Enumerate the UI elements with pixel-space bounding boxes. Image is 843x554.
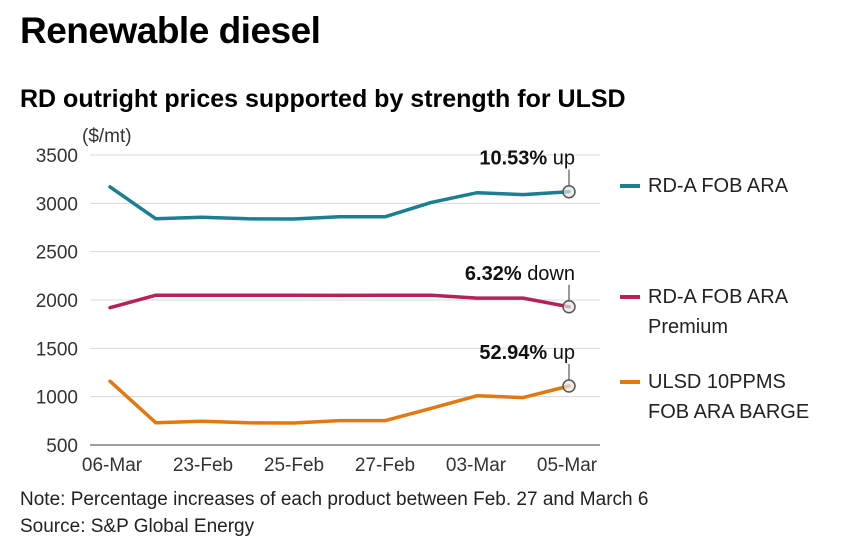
data-point — [476, 394, 479, 397]
legend-label: FOB ARA BARGE — [648, 401, 809, 423]
data-point — [476, 191, 479, 194]
series-line — [108, 379, 571, 425]
x-tick-label: 23-Feb — [173, 455, 233, 476]
data-point — [338, 215, 341, 218]
data-point — [430, 293, 433, 297]
y-tick-label: 1000 — [36, 388, 78, 409]
data-point — [108, 306, 112, 309]
y-axis-label: ($/mt) — [82, 126, 132, 147]
annotation-value: 52.94% — [479, 342, 547, 364]
legend-label: RD-A FOB ARA — [648, 286, 789, 308]
annotation-marker — [562, 379, 576, 393]
y-tick-label: 500 — [46, 436, 78, 457]
data-point — [292, 421, 295, 425]
data-point — [108, 185, 112, 189]
data-point — [430, 201, 433, 204]
data-point — [292, 293, 295, 297]
chart-subtitle: RD outright prices supported by strength… — [20, 85, 626, 113]
data-point — [154, 421, 158, 424]
legend: RD-A FOB ARA RD-A FOB ARA Premium ULSD 10PP… — [620, 175, 809, 423]
y-tick-label: 2000 — [36, 291, 78, 312]
annotation-direction: up — [553, 148, 575, 170]
series-line — [108, 293, 571, 310]
data-point — [200, 216, 203, 219]
annotation-marker — [562, 184, 576, 199]
data-point — [476, 296, 479, 300]
y-tick-label: 2500 — [36, 243, 78, 264]
y-tick-label: 3500 — [36, 146, 78, 167]
chart-notes: Note: Percentage increases of each produ… — [20, 486, 648, 540]
data-point — [521, 193, 525, 196]
annotation-label: 6.32% down — [465, 263, 575, 285]
data-point — [200, 293, 203, 297]
data-point — [200, 420, 203, 423]
grid-lines — [90, 154, 600, 446]
data-point — [384, 293, 387, 297]
data-point — [246, 217, 249, 220]
annotation-direction: up — [553, 342, 575, 364]
series-lines: 10.53% up 6.32% down 52.94% up — [108, 148, 576, 425]
data-point — [154, 217, 158, 220]
data-point — [384, 215, 387, 218]
data-point — [384, 419, 387, 422]
annotation-direction: down — [527, 263, 575, 285]
data-point — [521, 396, 525, 399]
annotation-value: 6.32% — [465, 263, 522, 285]
data-point — [246, 421, 249, 424]
data-point — [246, 293, 249, 297]
legend-label: ULSD 10PPMS — [648, 371, 786, 393]
data-point — [430, 407, 433, 410]
annotation-value: 10.53% — [479, 148, 547, 170]
y-axis-ticks: 3500 3000 2500 2000 1500 1000 500 — [36, 146, 78, 457]
source-text: Source: S&P Global Energy — [20, 516, 255, 537]
x-tick-label: 03-Mar — [446, 455, 507, 476]
data-point — [108, 380, 112, 383]
data-point — [338, 419, 341, 422]
annotation-label: 10.53% up — [479, 148, 575, 170]
x-tick-label: 05-Mar — [537, 455, 598, 476]
annotation-label: 52.94% up — [479, 342, 575, 364]
page-title: Renewable diesel — [20, 10, 321, 51]
data-point — [521, 296, 525, 300]
data-point — [338, 294, 341, 297]
note-text: Note: Percentage increases of each produ… — [20, 489, 649, 510]
y-tick-label: 3000 — [36, 194, 78, 215]
legend-label: RD-A FOB ARA — [648, 175, 789, 197]
x-axis-ticks: 06-Mar 23-Feb 25-Feb 27-Feb 03-Mar 05-Mar — [82, 455, 598, 476]
annotation-marker — [562, 300, 576, 314]
x-tick-label: 06-Mar — [82, 455, 143, 476]
y-tick-label: 1500 — [36, 339, 78, 360]
x-tick-label: 25-Feb — [264, 455, 324, 476]
legend-label: Premium — [648, 316, 728, 338]
data-point — [154, 293, 158, 297]
data-point — [292, 217, 295, 221]
x-tick-label: 27-Feb — [355, 455, 415, 476]
